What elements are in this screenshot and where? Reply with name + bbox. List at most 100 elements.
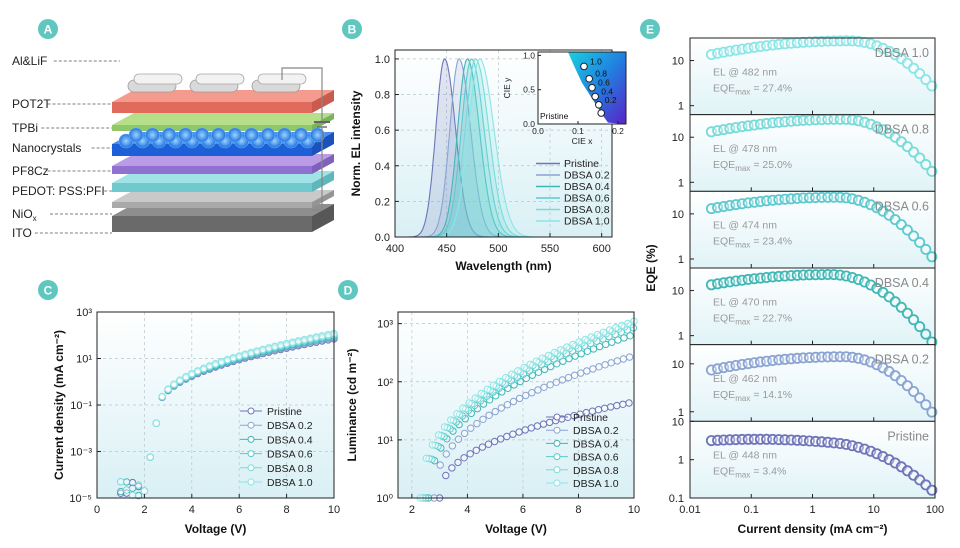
layer-label-ito: ITO — [12, 226, 32, 240]
stack-layer-top — [112, 154, 334, 166]
data-point-dbsa-1-0 — [146, 453, 155, 461]
data-point-dbsa-0-8 — [926, 165, 938, 177]
y-tick-label: 10³ — [76, 307, 92, 319]
stack-layer-front — [112, 202, 312, 208]
eqe-max-prefix: EQE — [713, 82, 735, 94]
nanocrystal-sphere — [161, 127, 177, 143]
data-point-dbsa-1-0 — [188, 369, 196, 378]
stack-layer-side — [312, 171, 334, 192]
panel-badge-e-label: E — [646, 23, 654, 37]
y-tick-label: 10⁻⁵ — [69, 493, 92, 505]
data-point-pristine — [466, 450, 474, 458]
el-peak-label: EL @ 470 nm — [713, 296, 777, 308]
data-point-pristine — [454, 458, 462, 467]
eqe-max-label: EQEmax = 22.7% — [713, 312, 792, 326]
x-tick-label: 6 — [520, 504, 526, 516]
y-tick-label: 10 — [672, 416, 684, 428]
nanocrystal-sphere — [128, 127, 144, 143]
data-point-dbsa-0-2 — [473, 419, 481, 428]
panel-c: C 0 2 4 6 8 10 10⁻⁵ 10⁻³ 10⁻¹ 10¹ 10³ Voltage (V) Cu… — [38, 280, 340, 536]
data-point-dbsa-1-0 — [593, 330, 602, 339]
inset-y-tick-label: 1.0 — [523, 50, 535, 60]
stack-layer-front — [112, 183, 312, 192]
data-point-dbsa-1-0 — [495, 377, 504, 386]
luminance-chart: 2 4 6 8 10 10⁰ 10¹ 10² 10³ Voltage (V) Luminance (… — [345, 311, 640, 536]
legend-label-dbsa-0-4: DBSA 0.4 — [564, 181, 610, 193]
stack-layer-top — [112, 90, 334, 102]
data-point-dbsa-0-2 — [467, 424, 475, 432]
data-point-pristine — [484, 440, 493, 448]
data-point-dbsa-1-0 — [288, 338, 297, 346]
data-point-dbsa-0-2 — [460, 429, 469, 438]
data-point-dbsa-1-0 — [612, 324, 620, 332]
data-point-dbsa-1-0 — [471, 394, 479, 402]
layer-label-pf8cz: PF8Cz — [12, 164, 49, 178]
data-point-dbsa-0-2 — [564, 373, 573, 382]
data-point-pristine — [472, 446, 480, 454]
layer-label-nanocrystals: Nanocrystals — [12, 141, 81, 155]
plot-frame — [397, 311, 635, 499]
y-tick-label: 1 — [678, 177, 684, 189]
data-point-dbsa-1-0 — [312, 333, 320, 341]
data-point-dbsa-1-0 — [164, 385, 172, 393]
eqe-max-label: EQEmax = 27.4% — [713, 82, 792, 96]
cie-point-label: 0.4 — [601, 87, 613, 97]
legend-label-dbsa-0-8: DBSA 0.8 — [267, 463, 313, 475]
legend-marker-dbsa-0-4 — [247, 435, 255, 443]
data-point-pristine — [497, 435, 505, 443]
panel-a: A Al&LiF POT2T TPBi Nanocrystals PF8Cz PEDOT:… — [12, 19, 334, 240]
legend-label-dbsa-0-2: DBSA 0.2 — [564, 170, 610, 182]
cie-point-label: 0.6 — [598, 78, 610, 88]
eqe-max-value: = 22.7% — [753, 312, 792, 324]
layer-label-tpbi: TPBi — [12, 121, 38, 135]
data-point-dbsa-1-0 — [465, 399, 473, 407]
x-tick-label: 4 — [464, 504, 470, 516]
nanocrystal-sphere — [277, 127, 292, 143]
legend-label-dbsa-0-2: DBSA 0.2 — [267, 420, 313, 432]
legend-marker-dbsa-0-8 — [247, 464, 255, 472]
x-axis-label: Current density (mA cm⁻²) — [738, 522, 888, 536]
legend-label-pristine: Pristine — [267, 406, 302, 418]
data-point-dbsa-0-8 — [134, 481, 143, 489]
nanocrystal-sphere — [227, 127, 243, 143]
data-point-pristine — [600, 404, 609, 412]
data-point-dbsa-1-0 — [514, 367, 522, 375]
legend-marker-dbsa-0-6 — [247, 450, 255, 458]
eqe-max-label: EQEmax = 14.1% — [713, 389, 792, 403]
data-point-dbsa-0-8 — [117, 478, 125, 486]
data-point-dbsa-0-2 — [552, 378, 560, 386]
data-point-dbsa-0-2 — [558, 376, 567, 384]
eqe-max-label: EQEmax = 25.0% — [713, 159, 792, 173]
cie-point-label: 0.8 — [595, 69, 607, 79]
eqe-max-value: = 14.1% — [753, 389, 792, 401]
data-point-pristine — [926, 484, 938, 496]
data-point-dbsa-1-0 — [538, 354, 547, 362]
data-point-dbsa-0-6 — [914, 236, 926, 248]
y-axis-label: EQE (%) — [644, 244, 658, 291]
panel-badge-e — [640, 19, 660, 39]
data-point-pristine — [442, 471, 450, 480]
device-stack-illustration — [112, 67, 334, 232]
panel-d: D 2 4 6 8 10 10⁰ 10¹ 10² 10³ Voltage (V) Luminance… — [338, 280, 640, 536]
data-point-dbsa-0-4 — [901, 307, 913, 319]
data-point-dbsa-1-0 — [194, 367, 202, 375]
data-point-dbsa-1-0 — [502, 374, 510, 382]
stack-layer-side — [312, 90, 334, 113]
y-tick-label: 0.4 — [375, 161, 390, 173]
data-point-dbsa-0-2 — [503, 401, 512, 409]
legend-label-dbsa-1-0: DBSA 1.0 — [573, 478, 619, 490]
subplot-name-dbsa-0-4: DBSA 0.4 — [875, 276, 929, 290]
data-point-dbsa-0-2 — [479, 415, 487, 423]
data-point-dbsa-1-0 — [599, 328, 608, 336]
legend-marker-dbsa-0-2 — [553, 426, 561, 434]
data-point-pristine — [515, 428, 523, 436]
data-point-dbsa-1-0 — [575, 338, 583, 346]
data-point-dbsa-1-0 — [282, 339, 291, 348]
data-point-dbsa-0-2 — [497, 404, 505, 412]
data-point-pristine — [539, 420, 548, 428]
panel-badge-d — [338, 280, 358, 300]
data-point-dbsa-1-0 — [247, 348, 255, 357]
data-point-dbsa-1-0 — [477, 389, 485, 398]
data-point-dbsa-1-0 — [440, 423, 449, 431]
